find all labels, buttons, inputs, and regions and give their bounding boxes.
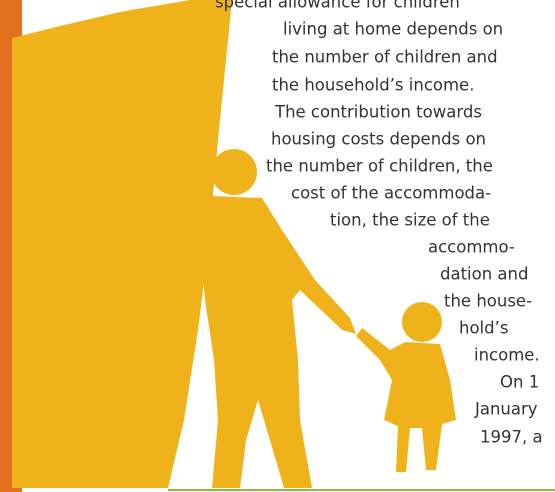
text-line: cost of the accommoda- xyxy=(291,184,491,203)
big-child-body xyxy=(200,196,356,488)
text-line: The contribution towards xyxy=(274,103,482,122)
text-block: special allowance for children living at … xyxy=(215,0,543,447)
text-line: hold’s xyxy=(459,319,508,338)
text-line: living at home depends on xyxy=(283,20,503,39)
child-silhouettes xyxy=(200,149,456,488)
text-line: On 1 xyxy=(500,373,539,392)
text-line: special allowance for children xyxy=(215,0,460,12)
big-child-head xyxy=(211,149,257,195)
door-silhouette xyxy=(12,0,232,488)
text-line: the number of children, the xyxy=(266,157,493,176)
text-line: housing costs depends on xyxy=(271,130,486,149)
small-child-body xyxy=(356,328,456,472)
text-line: the household’s income. xyxy=(272,76,474,95)
text-line: the house- xyxy=(444,292,532,311)
text-line: 1997, a xyxy=(480,428,543,447)
text-line: tion, the size of the xyxy=(330,211,490,230)
text-line: accommo- xyxy=(428,238,515,257)
text-line: January xyxy=(474,400,538,419)
text-line: the number of children and xyxy=(272,48,498,67)
small-child-head xyxy=(402,302,442,342)
text-line: dation and xyxy=(440,265,528,284)
text-line: income. xyxy=(474,346,540,365)
